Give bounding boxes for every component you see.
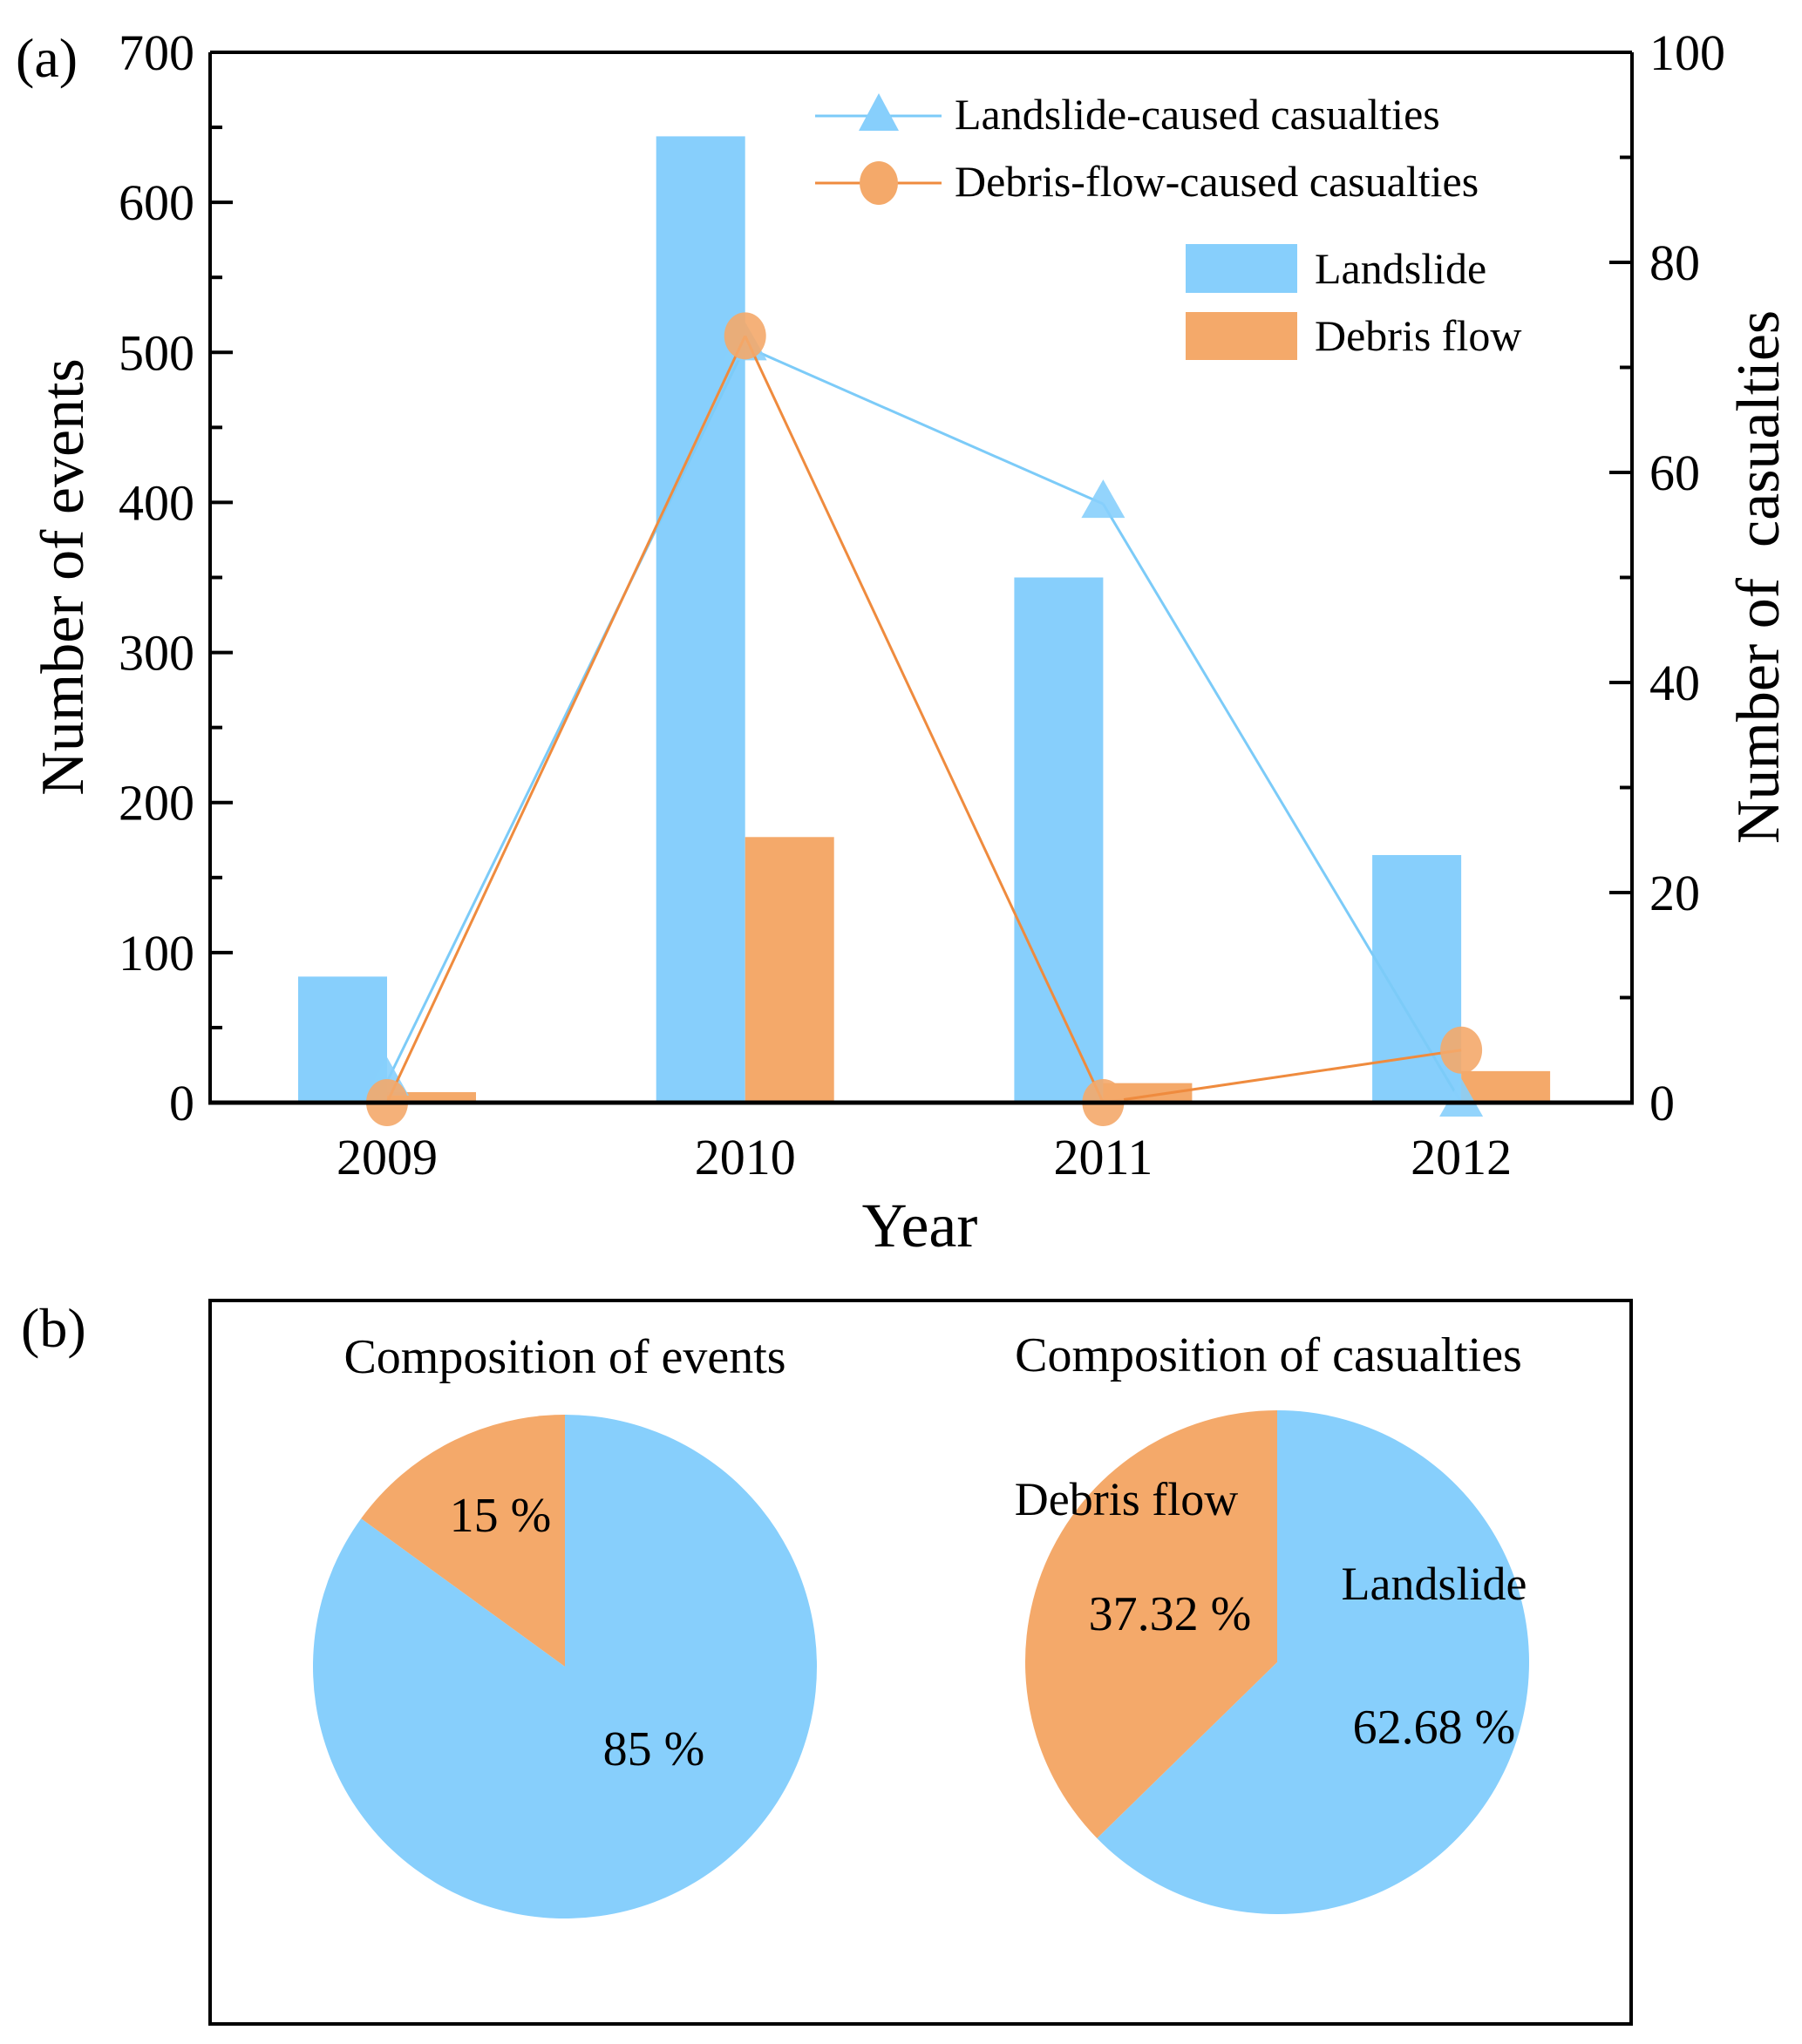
right-tick-label: 80	[1649, 234, 1700, 291]
pie-casualties	[1025, 1410, 1529, 1914]
circle-marker-2012	[1440, 1026, 1483, 1074]
line-series-group	[365, 312, 1484, 1126]
x-tick-label: 2011	[1053, 1129, 1153, 1185]
pie-events-title: Composition of events	[343, 1330, 785, 1384]
line-segment-debris	[1103, 1049, 1462, 1104]
pie-events-debris-label: 15 %	[450, 1489, 552, 1543]
x-axis-title: Year	[862, 1191, 978, 1260]
pie-events-landslide-label: 85 %	[603, 1722, 705, 1776]
left-tick-label: 200	[119, 775, 194, 832]
triangle-marker-icon	[859, 93, 899, 131]
x-tick-label: 2010	[695, 1129, 796, 1185]
bar-debris-2011	[1103, 1083, 1193, 1103]
panel-b-label: (b)	[21, 1297, 86, 1359]
right-tick-label: 0	[1649, 1075, 1675, 1131]
circle-marker-2010	[724, 312, 766, 360]
legend-item-debris-casualties: Debris-flow-caused casualties	[815, 157, 1479, 206]
bar-landslide-2010	[656, 136, 745, 1103]
legend-item-landslide-bar: Landslide	[1186, 244, 1486, 293]
right-axis-title: Number of casualties	[1725, 310, 1792, 844]
triangle-marker-2012	[1439, 1078, 1484, 1117]
left-tick-label: 100	[119, 925, 194, 981]
line-segment-debris	[744, 335, 1105, 1103]
bar-series-group	[298, 136, 1551, 1103]
line-segment-landslide	[745, 345, 1105, 506]
circle-marker-icon	[860, 161, 898, 205]
pie-slice-debris	[361, 1415, 565, 1667]
pie-slice-landslide	[312, 1415, 817, 1919]
triangle-marker-2011	[1081, 479, 1125, 519]
right-tick-label: 40	[1649, 655, 1700, 711]
panel-a-label: (a)	[16, 27, 78, 89]
bar-landslide-2011	[1014, 577, 1104, 1103]
pie-casualties-title: Composition of casualties	[1015, 1328, 1522, 1382]
panel-b-frame	[208, 1299, 1633, 2026]
pie-slice-debris	[1025, 1410, 1277, 1839]
left-axis-ticks: 0 100 200 300 400 500 600 700	[119, 24, 233, 1131]
bar-debris-2009	[387, 1091, 476, 1103]
pie-casualties-landslide-name: Landslide	[1342, 1558, 1527, 1610]
right-tick-label: 60	[1649, 445, 1700, 501]
legend-label: Debris-flow-caused casualties	[955, 157, 1479, 206]
x-tick-label: 2012	[1411, 1129, 1512, 1185]
legend: Landslide-caused casualties Debris-flow-…	[815, 90, 1521, 360]
right-tick-label: 20	[1649, 865, 1700, 921]
right-tick-label: 100	[1649, 24, 1725, 81]
line-segment-landslide	[1102, 503, 1463, 1103]
right-axis-ticks: 0 20 40 60 80 100	[1609, 24, 1725, 1131]
left-tick-label: 600	[119, 174, 194, 231]
legend-swatch-debris	[1186, 312, 1297, 360]
pie-casualties-debris-label: 37.32 %	[1089, 1587, 1252, 1641]
left-tick-label: 300	[119, 625, 194, 682]
left-tick-label: 700	[119, 24, 194, 81]
left-tick-label: 400	[119, 474, 194, 531]
legend-label: Debris flow	[1315, 311, 1521, 360]
left-tick-label: 0	[169, 1075, 194, 1131]
pie-casualties-landslide-label: 62.68 %	[1353, 1701, 1516, 1755]
legend-swatch-landslide	[1186, 244, 1297, 293]
left-tick-label: 500	[119, 324, 194, 381]
x-tick-label: 2009	[337, 1129, 438, 1185]
bar-debris-2010	[745, 837, 834, 1103]
pie-events	[312, 1415, 817, 1919]
x-axis-ticks: 2009 2010 2011 2012	[337, 1129, 1512, 1185]
legend-item-landslide-casualties: Landslide-caused casualties	[815, 90, 1440, 139]
pie-casualties-debris-name: Debris flow	[1015, 1473, 1238, 1525]
left-axis-title: Number of events	[30, 358, 97, 796]
legend-label: Landslide-caused casualties	[955, 90, 1440, 139]
bar-landslide-2009	[298, 976, 387, 1103]
legend-label: Landslide	[1315, 244, 1486, 293]
legend-item-debris-bar: Debris flow	[1186, 311, 1521, 360]
line-segment-debris	[385, 335, 747, 1103]
line-segment-landslide	[385, 345, 747, 1083]
pie-slice-landslide	[1097, 1410, 1529, 1914]
bar-debris-2012	[1461, 1070, 1551, 1103]
